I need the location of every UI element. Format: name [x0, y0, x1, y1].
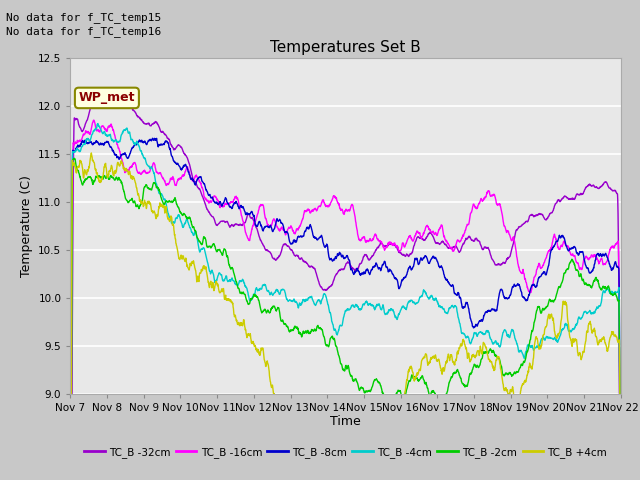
Text: No data for f_TC_temp15: No data for f_TC_temp15 — [6, 12, 162, 23]
Text: No data for f_TC_temp16: No data for f_TC_temp16 — [6, 26, 162, 37]
Y-axis label: Temperature (C): Temperature (C) — [20, 175, 33, 276]
Title: Temperatures Set B: Temperatures Set B — [270, 40, 421, 55]
Text: WP_met: WP_met — [79, 91, 135, 105]
Legend: TC_B -32cm, TC_B -16cm, TC_B -8cm, TC_B -4cm, TC_B -2cm, TC_B +4cm: TC_B -32cm, TC_B -16cm, TC_B -8cm, TC_B … — [80, 443, 611, 462]
X-axis label: Time: Time — [330, 415, 361, 429]
